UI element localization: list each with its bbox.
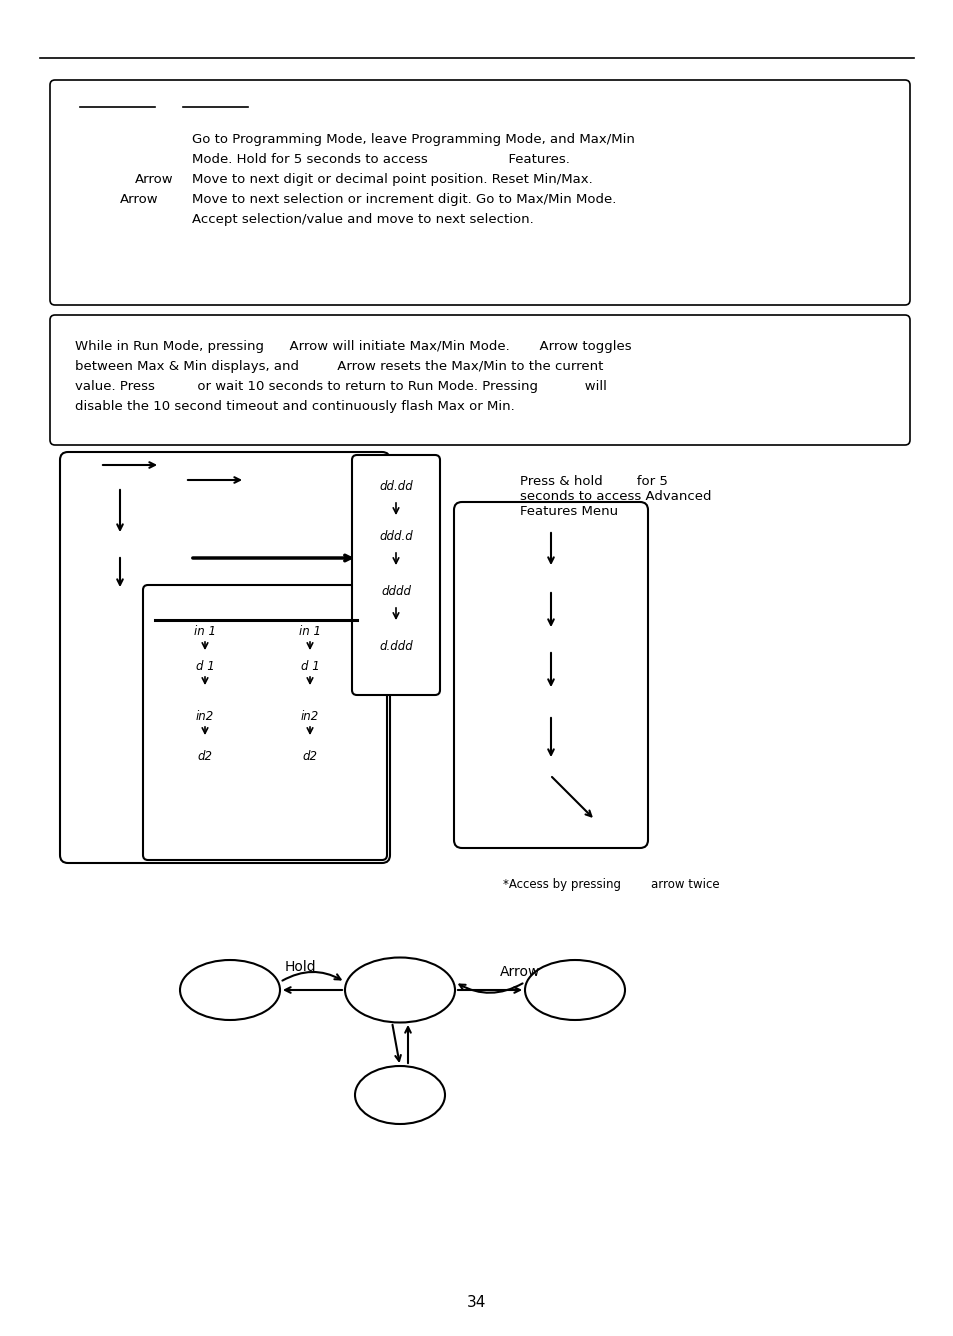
Text: Arrow: Arrow <box>499 965 539 979</box>
FancyBboxPatch shape <box>352 456 439 695</box>
Text: in 1: in 1 <box>193 625 215 639</box>
Text: Move to next digit or decimal point position. Reset Min/Max.: Move to next digit or decimal point posi… <box>192 172 592 186</box>
Text: ddd.d: ddd.d <box>378 530 413 542</box>
FancyBboxPatch shape <box>50 80 909 305</box>
Text: While in Run Mode, pressing      Arrow will initiate Max/Min Mode.       Arrow t: While in Run Mode, pressing Arrow will i… <box>75 339 631 353</box>
Text: dd.dd: dd.dd <box>378 480 413 493</box>
Text: d 1: d 1 <box>195 660 214 673</box>
FancyBboxPatch shape <box>143 585 387 860</box>
Text: Go to Programming Mode, leave Programming Mode, and Max/Min: Go to Programming Mode, leave Programmin… <box>192 134 634 146</box>
FancyBboxPatch shape <box>60 452 390 863</box>
Text: disable the 10 second timeout and continuously flash Max or Min.: disable the 10 second timeout and contin… <box>75 399 515 413</box>
Text: *Access by pressing        arrow twice: *Access by pressing arrow twice <box>502 878 719 891</box>
Text: Accept selection/value and move to next selection.: Accept selection/value and move to next … <box>192 212 533 226</box>
Text: d2: d2 <box>197 749 213 763</box>
Text: dddd: dddd <box>380 585 411 599</box>
Text: d 1: d 1 <box>300 660 319 673</box>
Text: Press & hold        for 5
seconds to access Advanced
Features Menu: Press & hold for 5 seconds to access Adv… <box>519 476 711 518</box>
Text: in 1: in 1 <box>298 625 320 639</box>
Text: in2: in2 <box>195 709 213 723</box>
Text: d.ddd: d.ddd <box>378 640 413 653</box>
Text: 34: 34 <box>467 1295 486 1311</box>
Text: Move to next selection or increment digit. Go to Max/Min Mode.: Move to next selection or increment digi… <box>192 192 616 206</box>
Text: in2: in2 <box>300 709 319 723</box>
FancyBboxPatch shape <box>50 315 909 445</box>
Text: Mode. Hold for 5 seconds to access                   Features.: Mode. Hold for 5 seconds to access Featu… <box>192 154 569 166</box>
FancyBboxPatch shape <box>454 502 647 848</box>
Text: Hold: Hold <box>284 961 315 974</box>
Text: Arrow: Arrow <box>120 192 158 206</box>
Text: Arrow: Arrow <box>135 172 173 186</box>
Text: d2: d2 <box>302 749 317 763</box>
Text: between Max & Min displays, and         Arrow resets the Max/Min to the current: between Max & Min displays, and Arrow re… <box>75 359 602 373</box>
Text: value. Press          or wait 10 seconds to return to Run Mode. Pressing        : value. Press or wait 10 seconds to retur… <box>75 379 606 393</box>
